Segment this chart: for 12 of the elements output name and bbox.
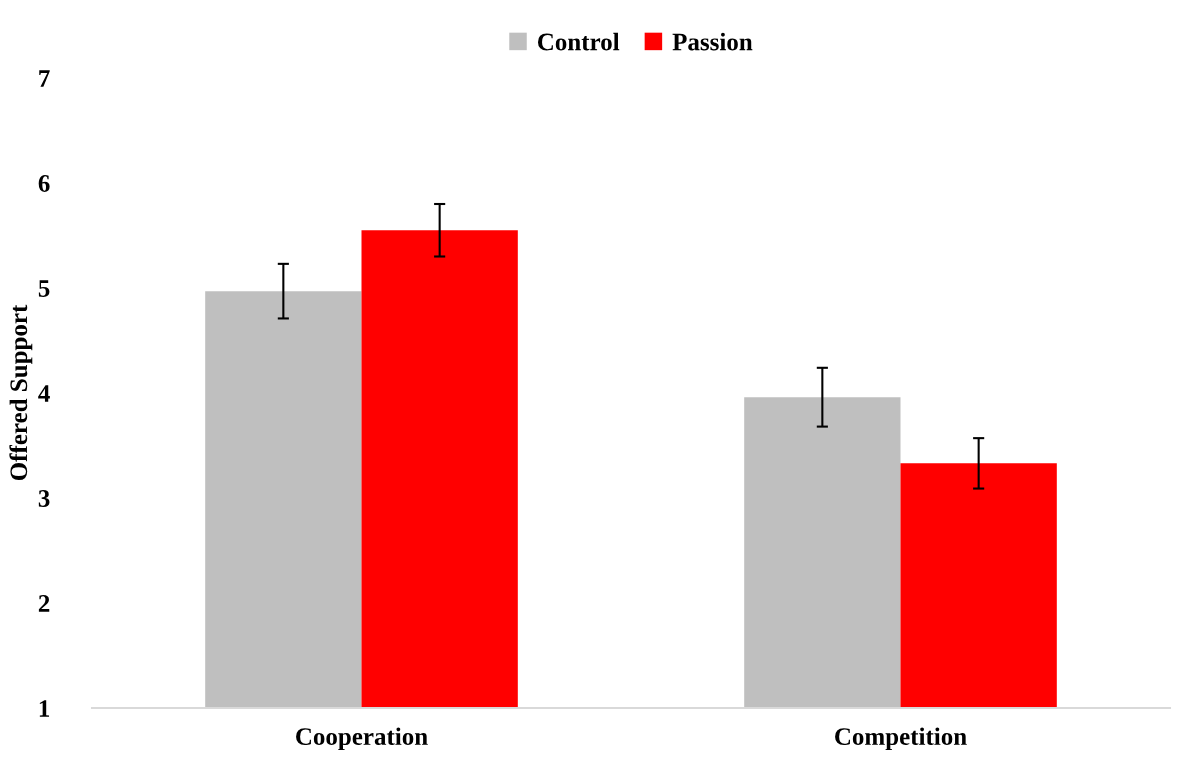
y-tick-label: 7 bbox=[39, 70, 50, 87]
x-tick-label: Cooperation bbox=[296, 727, 428, 751]
y-tick-label: 2 bbox=[38, 595, 50, 612]
y-tick-label: 5 bbox=[38, 280, 50, 297]
legend-label: Passion bbox=[672, 32, 753, 51]
legend-label: Control bbox=[537, 32, 620, 51]
y-axis-title: Offered Support bbox=[9, 304, 33, 481]
y-tick-label: 4 bbox=[38, 385, 50, 402]
y-tick-label: 6 bbox=[38, 175, 50, 192]
y-tick-label: 3 bbox=[38, 490, 50, 507]
x-tick-label: Competition bbox=[835, 727, 967, 751]
y-tick-label: 1 bbox=[39, 700, 50, 717]
